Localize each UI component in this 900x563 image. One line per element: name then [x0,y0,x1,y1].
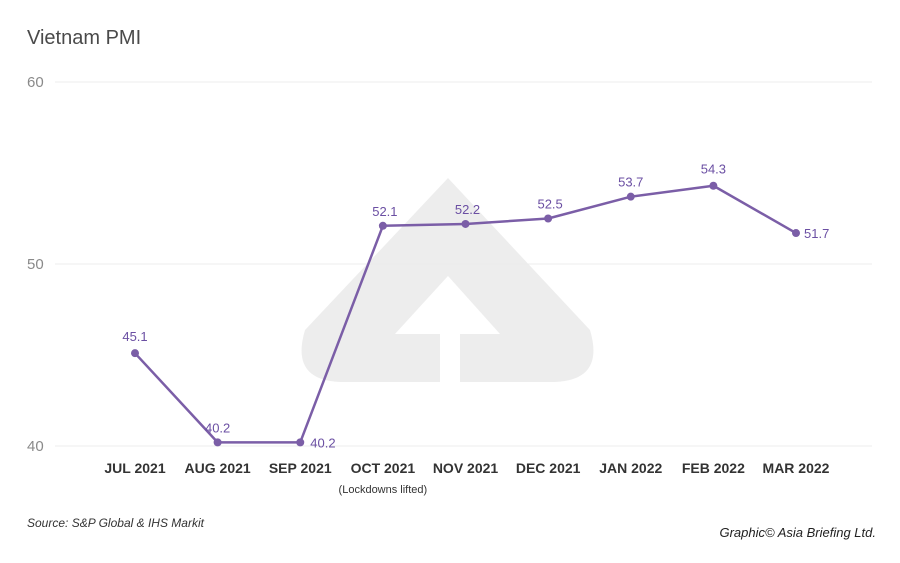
gridlines [55,81,872,447]
x-tick-label: DEC 2021 [516,460,581,476]
y-tick-label: 60 [27,74,44,91]
data-point [461,219,470,228]
data-label: 40.2 [205,420,230,435]
data-label: 45.1 [122,329,147,344]
data-label: 52.1 [372,204,397,219]
x-tick-label: NOV 2021 [433,460,499,476]
watermark-logo [301,178,594,382]
chart-title: Vietnam PMI [27,27,141,49]
data-point [626,192,635,201]
x-tick-label: FEB 2022 [682,460,745,476]
data-point [709,181,718,190]
x-tick-label: SEP 2021 [269,460,332,476]
x-tick-label: JAN 2022 [599,460,662,476]
data-label: 53.7 [618,175,643,190]
data-label: 51.7 [804,226,829,241]
data-label: 54.3 [701,162,726,177]
data-points [131,181,800,447]
graphic-credit: Graphic© Asia Briefing Ltd. [719,525,876,540]
data-point [213,438,222,447]
x-tick-label: AUG 2021 [185,460,251,476]
x-tick-label: OCT 2021 [351,460,416,476]
data-label: 52.5 [537,197,562,212]
data-point [131,349,139,358]
y-tick-label: 40 [27,438,44,455]
x-tick-label: JUL 2021 [104,460,165,476]
data-labels: 45.1 40.2 40.2 52.1 52.2 52.5 53.7 54.3 51.7 [122,162,829,451]
y-tick-label: 50 [27,256,44,273]
data-label: 52.2 [455,202,480,217]
data-point [296,438,305,447]
data-point [378,221,387,230]
data-point [544,214,553,223]
y-axis-ticks: 40 50 60 [27,74,44,455]
x-tick-label: MAR 2022 [763,460,830,476]
data-label: 40.2 [310,435,335,450]
source-note: Source: S&P Global & IHS Markit [27,516,205,530]
x-axis-ticks: JUL 2021 AUG 2021 SEP 2021 OCT 2021 NOV 2021… [104,460,829,476]
data-point [792,229,800,238]
annotation-lockdowns-lifted: (Lockdowns lifted) [339,484,428,496]
